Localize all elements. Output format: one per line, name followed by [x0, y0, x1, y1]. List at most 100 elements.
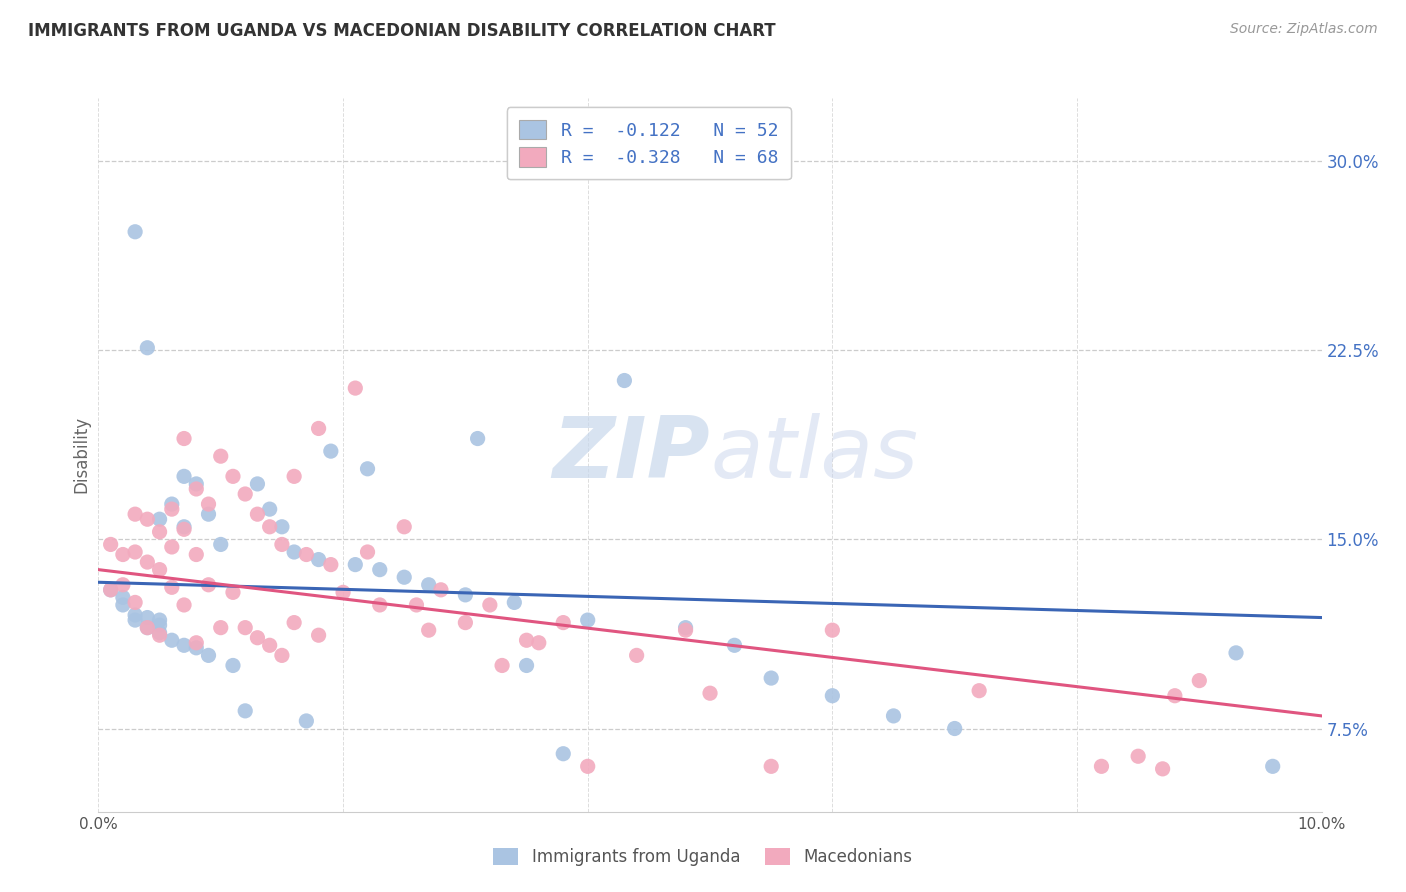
Point	[233, 704, 256, 718]
Point	[516, 633, 538, 648]
Point	[270, 520, 292, 534]
Point	[149, 625, 172, 640]
Point	[418, 578, 440, 592]
Point	[368, 598, 391, 612]
Point	[136, 621, 159, 635]
Point	[503, 595, 526, 609]
Point	[124, 507, 146, 521]
Point	[1128, 749, 1150, 764]
Point	[356, 462, 378, 476]
Point	[454, 615, 477, 630]
Point	[100, 582, 122, 597]
Point	[149, 524, 172, 539]
Point	[124, 545, 146, 559]
Point	[186, 548, 208, 562]
Point	[1225, 646, 1247, 660]
Point	[943, 722, 966, 736]
Point	[723, 638, 745, 652]
Point	[576, 613, 599, 627]
Point	[270, 648, 292, 663]
Point	[368, 563, 391, 577]
Point	[197, 578, 219, 592]
Point	[699, 686, 721, 700]
Point	[246, 631, 269, 645]
Point	[491, 658, 513, 673]
Point	[124, 225, 146, 239]
Point	[222, 585, 245, 599]
Point	[209, 621, 232, 635]
Point	[222, 469, 245, 483]
Point	[308, 628, 330, 642]
Point	[186, 640, 208, 655]
Point	[1164, 689, 1187, 703]
Legend: R =  -0.122   N = 52, R =  -0.328   N = 68: R = -0.122 N = 52, R = -0.328 N = 68	[506, 107, 792, 179]
Point	[149, 512, 172, 526]
Point	[173, 522, 195, 536]
Point	[283, 615, 305, 630]
Point	[626, 648, 648, 663]
Point	[967, 683, 990, 698]
Point	[136, 341, 159, 355]
Point	[283, 545, 305, 559]
Point	[111, 591, 134, 605]
Point	[821, 689, 844, 703]
Point	[160, 502, 183, 516]
Point	[160, 580, 183, 594]
Point	[173, 520, 195, 534]
Point	[100, 582, 122, 597]
Point	[149, 563, 172, 577]
Point	[553, 747, 575, 761]
Point	[467, 432, 489, 446]
Point	[344, 381, 367, 395]
Point	[173, 432, 195, 446]
Point	[1090, 759, 1112, 773]
Point	[675, 621, 697, 635]
Point	[233, 487, 256, 501]
Point	[553, 615, 575, 630]
Point	[246, 507, 269, 521]
Point	[527, 636, 550, 650]
Point	[259, 520, 281, 534]
Point	[186, 636, 208, 650]
Point	[270, 537, 292, 551]
Point	[259, 638, 281, 652]
Point	[246, 477, 269, 491]
Point	[160, 633, 183, 648]
Text: IMMIGRANTS FROM UGANDA VS MACEDONIAN DISABILITY CORRELATION CHART: IMMIGRANTS FROM UGANDA VS MACEDONIAN DIS…	[28, 22, 776, 40]
Point	[295, 714, 318, 728]
Point	[136, 621, 159, 635]
Point	[308, 552, 330, 566]
Point	[111, 548, 134, 562]
Point	[136, 512, 159, 526]
Y-axis label: Disability: Disability	[72, 417, 90, 493]
Point	[100, 537, 122, 551]
Point	[186, 482, 208, 496]
Point	[319, 558, 342, 572]
Point	[418, 623, 440, 637]
Point	[392, 520, 416, 534]
Point	[1188, 673, 1211, 688]
Point	[124, 595, 146, 609]
Point	[405, 598, 427, 612]
Point	[197, 507, 219, 521]
Point	[1152, 762, 1174, 776]
Point	[356, 545, 378, 559]
Point	[197, 497, 219, 511]
Point	[149, 613, 172, 627]
Point	[759, 759, 782, 773]
Point	[332, 585, 354, 599]
Point	[821, 623, 844, 637]
Point	[136, 610, 159, 624]
Point	[186, 477, 208, 491]
Point	[319, 444, 342, 458]
Point	[295, 548, 318, 562]
Text: ZIP: ZIP	[553, 413, 710, 497]
Point	[613, 374, 636, 388]
Point	[344, 558, 367, 572]
Point	[136, 555, 159, 569]
Point	[233, 621, 256, 635]
Legend: Immigrants from Uganda, Macedonians: Immigrants from Uganda, Macedonians	[485, 840, 921, 875]
Text: Source: ZipAtlas.com: Source: ZipAtlas.com	[1230, 22, 1378, 37]
Point	[392, 570, 416, 584]
Point	[173, 469, 195, 483]
